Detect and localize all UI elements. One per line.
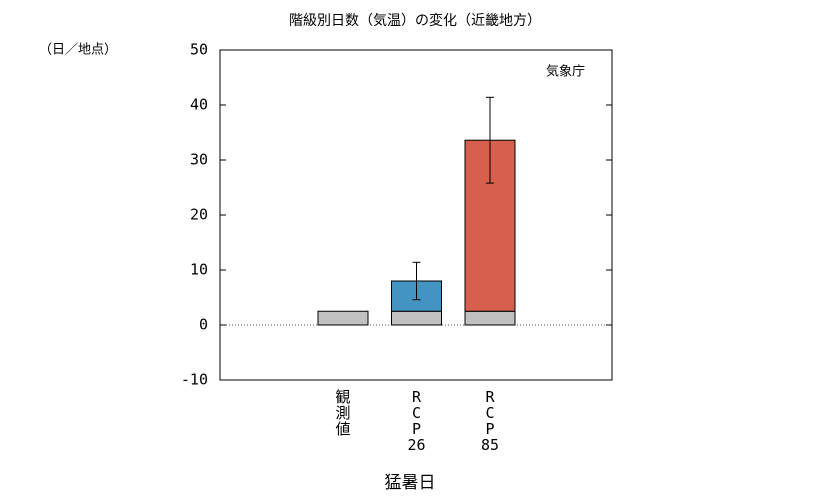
plot-frame [219, 49, 613, 381]
annotation: 気象庁 [546, 64, 585, 80]
y-tick-label: 10 [190, 261, 208, 279]
x-tick-label: R C P 85 [481, 388, 499, 454]
bar [391, 310, 442, 326]
y-tick-label: -10 [181, 371, 208, 389]
bar [317, 310, 369, 326]
chart-title: 階級別日数（気温）の変化（近畿地方） [289, 12, 541, 29]
y-tick-label: 50 [190, 41, 208, 59]
x-tick-label: R C P 26 [407, 388, 425, 454]
y-tick-label: 20 [190, 206, 208, 224]
y-tick-label: 30 [190, 151, 208, 169]
bar [464, 310, 516, 326]
y-tick-label: 0 [199, 316, 208, 334]
y-tick-label: 40 [190, 96, 208, 114]
x-axis-label: 猛暑日 [385, 473, 436, 493]
y-unit: （日／地点） [39, 43, 117, 58]
x-tick-label: 観測値 [335, 388, 350, 438]
